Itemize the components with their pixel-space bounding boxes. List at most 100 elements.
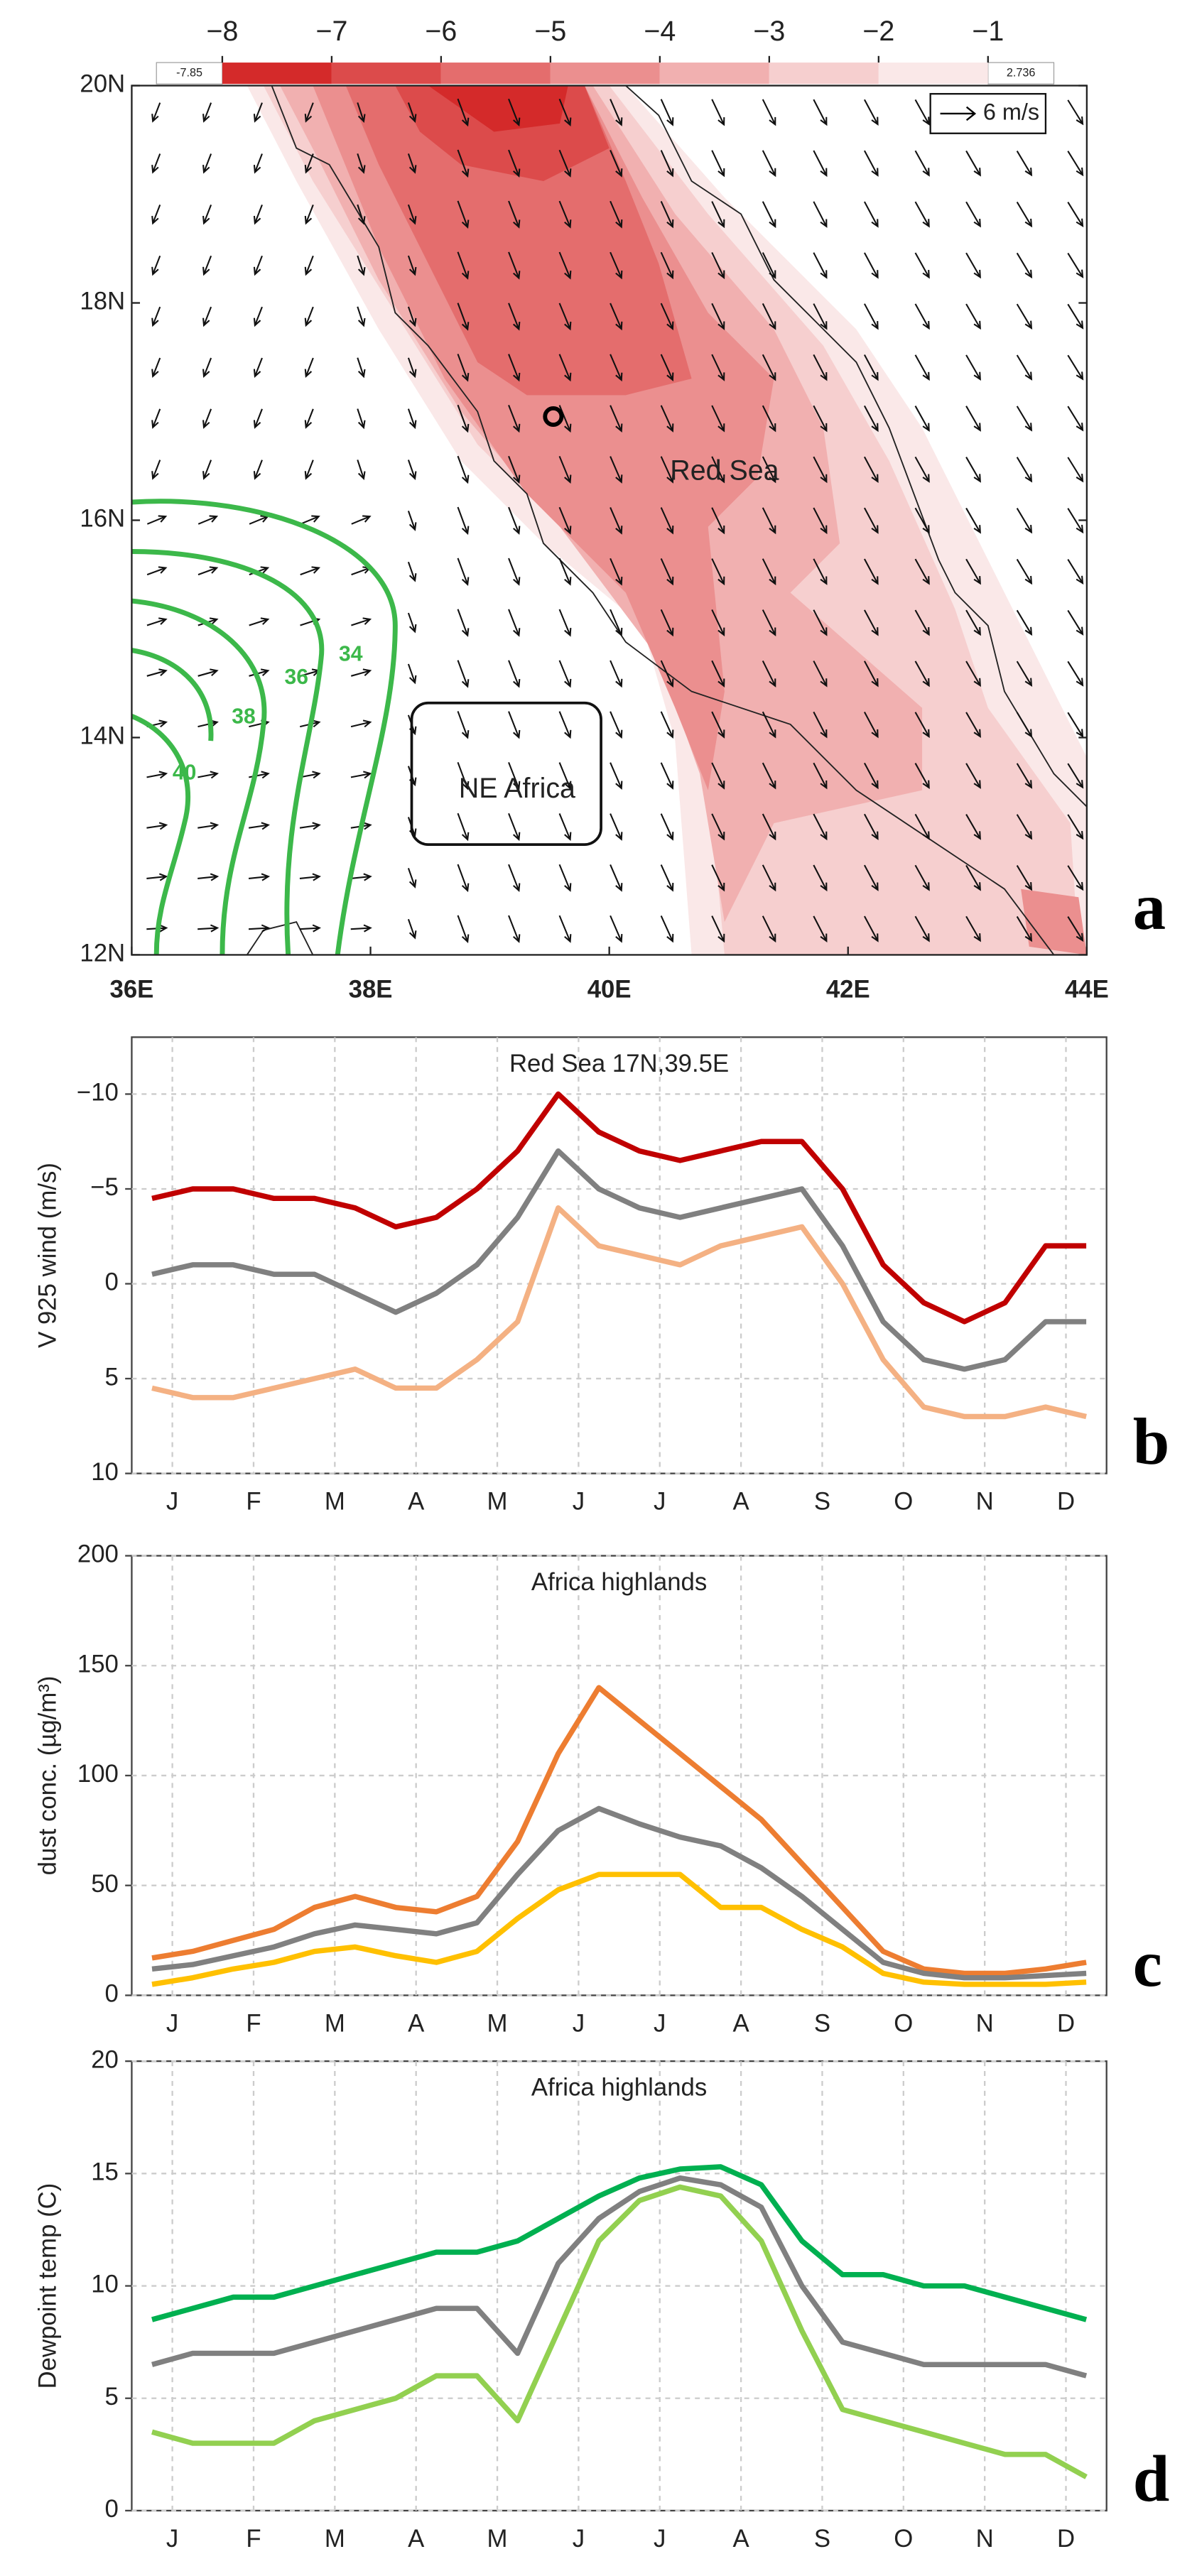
- wind-vector: [508, 251, 521, 280]
- wind-vector: [457, 864, 470, 893]
- wind-vector: [558, 200, 572, 229]
- wind-vector: [508, 762, 521, 790]
- x-tick-label: D: [1057, 2526, 1075, 2553]
- colorbar-tick-label: −1: [972, 16, 1004, 47]
- wind-vector: [457, 149, 470, 178]
- wind-vector: [965, 457, 981, 483]
- wind-vector: [711, 251, 725, 280]
- wind-vector: [351, 617, 372, 626]
- wind-vector: [863, 303, 879, 330]
- wind-vector: [558, 711, 572, 739]
- x-tick-label: J: [166, 2010, 178, 2037]
- wind-vector: [351, 515, 372, 525]
- series-line: [151, 1805, 1087, 1981]
- wind-vector: [407, 204, 417, 225]
- y-tick-label: 100: [77, 1761, 119, 1788]
- colorbar-extension: [156, 62, 223, 85]
- wind-vector: [660, 507, 674, 535]
- wind-vector: [304, 204, 314, 225]
- wind-vector: [660, 558, 674, 586]
- wind-vector: [407, 918, 417, 940]
- wind-vector: [407, 561, 417, 582]
- wind-vector: [660, 354, 674, 381]
- y-tick-label: 0: [105, 2496, 119, 2523]
- wind-vector: [762, 456, 776, 484]
- wind-vector: [407, 460, 417, 480]
- colorbar-tick-label: −2: [862, 16, 894, 47]
- wind-vector: [660, 200, 674, 229]
- wind-vector: [253, 153, 263, 174]
- contour-line: [131, 648, 214, 741]
- wind-vector: [299, 873, 321, 881]
- wind-vector: [863, 150, 879, 177]
- y-axis-label: Dewpoint temp (C): [35, 2183, 62, 2389]
- colorbar-tick-label: −5: [534, 16, 566, 47]
- x-tick-label: 40E: [587, 977, 632, 1004]
- wind-vector: [202, 255, 212, 276]
- x-tick-label: A: [408, 2010, 425, 2037]
- wind-vector: [610, 149, 623, 178]
- x-tick-label: 44E: [1065, 977, 1109, 1004]
- x-tick-label: M: [487, 2010, 508, 2037]
- wind-vector: [762, 915, 776, 943]
- wind-vector: [146, 566, 168, 576]
- wind-vector: [249, 771, 270, 779]
- annotation: NE Africa: [459, 773, 575, 804]
- y-tick-label: 0: [105, 1981, 119, 2008]
- wind-vector: [863, 456, 879, 484]
- wind-vector: [558, 558, 572, 586]
- wind-vector: [407, 102, 417, 123]
- wind-vector: [249, 822, 270, 830]
- wind-vector: [965, 507, 981, 534]
- contour-label: 34: [339, 643, 363, 666]
- coastline: [271, 85, 1055, 955]
- wind-vector: [457, 915, 470, 944]
- wind-vector: [407, 357, 417, 379]
- wind-vector: [711, 813, 725, 841]
- wind-vector: [253, 408, 263, 429]
- y-tick-label: 200: [77, 1541, 119, 1568]
- reference-vector-label: 6 m/s: [983, 99, 1039, 125]
- wind-vector: [610, 405, 623, 433]
- wind-vector: [762, 201, 776, 229]
- wind-vector: [1067, 354, 1084, 381]
- colorbar-tick-label: −6: [425, 16, 457, 47]
- wind-vector: [813, 813, 828, 841]
- wind-vector: [610, 813, 623, 841]
- x-tick-label: 42E: [826, 977, 870, 1004]
- wind-vector: [407, 255, 417, 276]
- wind-vector: [151, 204, 161, 225]
- wind-vector: [1067, 916, 1084, 942]
- wind-vector: [151, 357, 161, 379]
- contour-region: [345, 85, 692, 396]
- wind-vector: [1067, 457, 1084, 483]
- contour-line: [131, 714, 191, 955]
- wind-vectors: [146, 98, 1084, 944]
- wind-vector: [813, 252, 828, 279]
- y-axis-label: V 925 wind (m/s): [35, 1163, 62, 1348]
- x-tick-label: F: [246, 2010, 261, 2037]
- wind-vector: [357, 204, 366, 225]
- wind-vector: [863, 354, 879, 381]
- colorbar-min-label: -7.85: [176, 66, 202, 79]
- wind-vector: [965, 763, 981, 789]
- wind-vector: [1067, 99, 1084, 126]
- wind-vector: [1016, 406, 1033, 432]
- wind-vector: [1016, 763, 1033, 789]
- contour-label: 40: [173, 761, 197, 784]
- wind-vector: [146, 822, 168, 830]
- wind-vector: [249, 617, 270, 626]
- wind-vector: [197, 719, 219, 728]
- wind-vector: [914, 712, 930, 739]
- wind-vector: [813, 303, 828, 330]
- x-tick-label: M: [325, 2010, 345, 2037]
- wind-vector: [711, 354, 725, 381]
- wind-vector: [508, 506, 521, 536]
- wind-vector: [762, 762, 776, 790]
- wind-vector: [711, 150, 725, 178]
- wind-vector: [1016, 609, 1033, 636]
- y-tick-label: 20N: [80, 71, 125, 98]
- wind-vector: [508, 711, 521, 739]
- series-line: [151, 2175, 1088, 2379]
- wind-vector: [253, 204, 263, 225]
